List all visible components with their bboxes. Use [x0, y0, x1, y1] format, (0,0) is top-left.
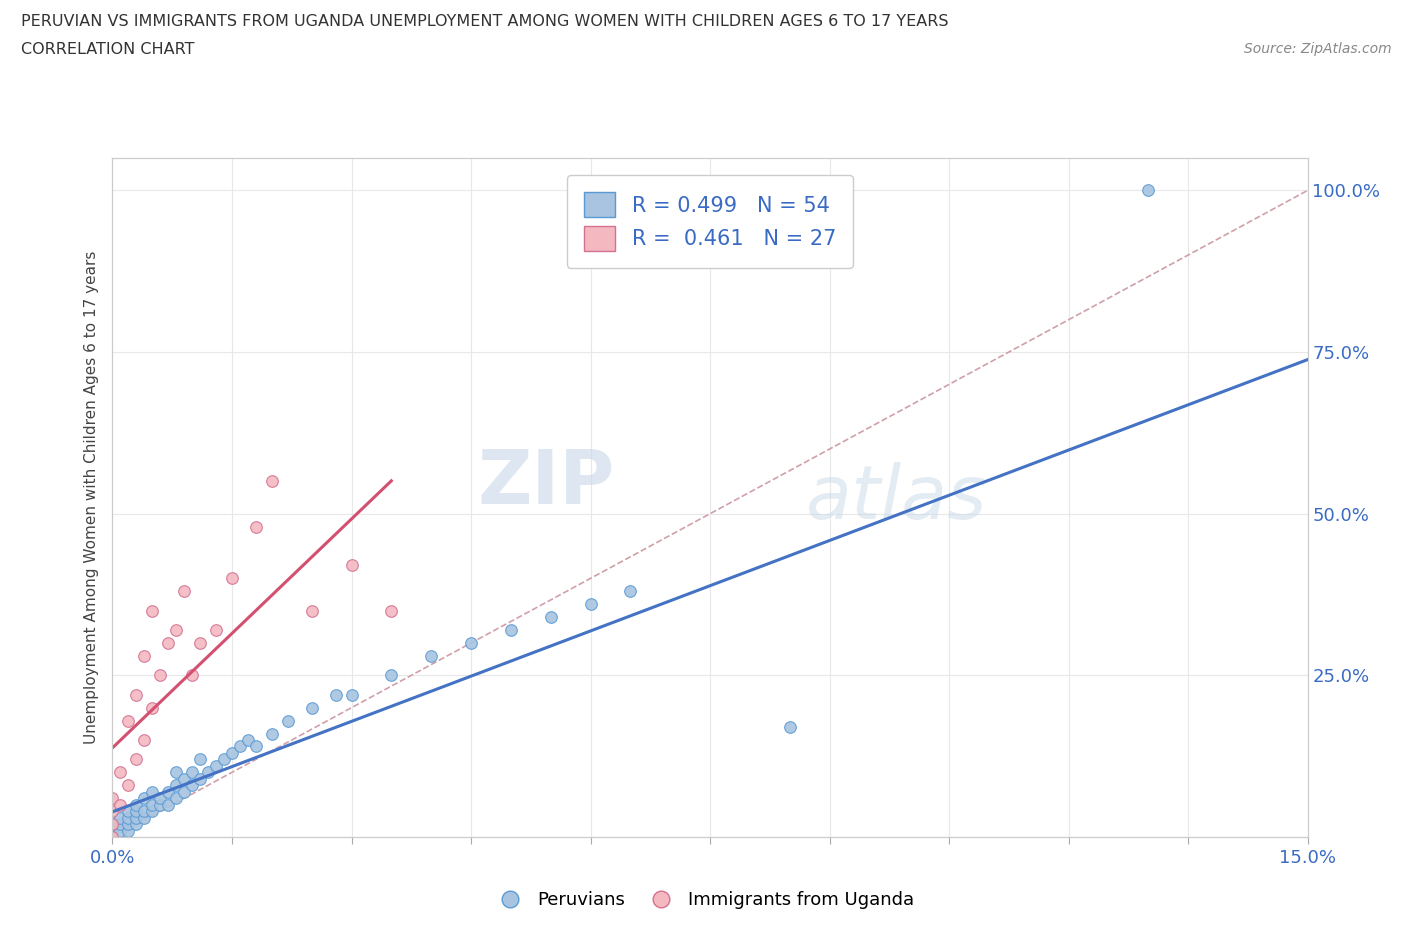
Point: [157, 784, 180, 799]
Point: [141, 700, 163, 715]
Point: [125, 810, 148, 825]
Point: [340, 558, 363, 573]
Point: [101, 823, 124, 838]
Point: [188, 635, 211, 650]
Point: [380, 604, 402, 618]
Point: [181, 764, 204, 779]
Point: [301, 604, 323, 618]
Point: [141, 604, 163, 618]
Point: [110, 764, 132, 779]
Point: [301, 700, 323, 715]
Point: [125, 687, 148, 702]
Point: [165, 764, 187, 779]
Point: [229, 739, 252, 754]
Point: [380, 668, 402, 683]
Point: [165, 623, 187, 638]
Point: [141, 784, 163, 799]
Point: [134, 804, 156, 818]
Point: [221, 571, 243, 586]
Point: [149, 668, 172, 683]
Point: [157, 635, 180, 650]
Point: [260, 726, 283, 741]
Point: [340, 687, 363, 702]
Point: [110, 823, 132, 838]
Point: [141, 797, 163, 812]
Text: CORRELATION CHART: CORRELATION CHART: [21, 42, 194, 57]
Point: [173, 584, 195, 599]
Point: [420, 648, 443, 663]
Point: [540, 610, 562, 625]
Point: [101, 830, 124, 844]
Point: [212, 752, 235, 767]
Point: [125, 804, 148, 818]
Point: [101, 790, 124, 805]
Point: [117, 804, 139, 818]
Point: [181, 777, 204, 792]
Point: [188, 752, 211, 767]
Text: PERUVIAN VS IMMIGRANTS FROM UGANDA UNEMPLOYMENT AMONG WOMEN WITH CHILDREN AGES 6: PERUVIAN VS IMMIGRANTS FROM UGANDA UNEMP…: [21, 14, 949, 29]
Point: [460, 635, 482, 650]
Point: [125, 752, 148, 767]
Point: [165, 777, 187, 792]
Point: [205, 759, 228, 774]
Point: [277, 713, 299, 728]
Point: [101, 804, 124, 818]
Point: [197, 764, 219, 779]
Point: [134, 733, 156, 748]
Point: [149, 790, 172, 805]
Point: [101, 830, 124, 844]
Point: [245, 739, 267, 754]
Point: [779, 720, 801, 735]
Point: [125, 817, 148, 831]
Point: [117, 823, 139, 838]
Point: [101, 817, 124, 831]
Point: [579, 597, 602, 612]
Point: [173, 784, 195, 799]
Point: [188, 771, 211, 786]
Text: ZIP: ZIP: [477, 447, 614, 521]
Point: [125, 797, 148, 812]
Point: [221, 746, 243, 761]
Point: [117, 713, 139, 728]
Point: [236, 733, 259, 748]
Point: [134, 648, 156, 663]
Legend: Peruvians, Immigrants from Uganda: Peruvians, Immigrants from Uganda: [485, 884, 921, 916]
Point: [110, 797, 132, 812]
Text: atlas: atlas: [806, 461, 987, 534]
Point: [260, 474, 283, 489]
Point: [141, 804, 163, 818]
Point: [499, 623, 522, 638]
Point: [117, 810, 139, 825]
Point: [110, 817, 132, 831]
Text: Source: ZipAtlas.com: Source: ZipAtlas.com: [1244, 42, 1392, 56]
Point: [110, 810, 132, 825]
Point: [181, 668, 204, 683]
Point: [619, 584, 641, 599]
Point: [165, 790, 187, 805]
Point: [134, 810, 156, 825]
Point: [205, 623, 228, 638]
Point: [117, 777, 139, 792]
Point: [325, 687, 347, 702]
Point: [1137, 183, 1160, 198]
Legend: R = 0.499   N = 54, R =  0.461   N = 27: R = 0.499 N = 54, R = 0.461 N = 27: [567, 176, 853, 268]
Point: [157, 797, 180, 812]
Point: [117, 817, 139, 831]
Point: [245, 519, 267, 534]
Point: [101, 817, 124, 831]
Y-axis label: Unemployment Among Women with Children Ages 6 to 17 years: Unemployment Among Women with Children A…: [84, 251, 100, 744]
Point: [134, 790, 156, 805]
Point: [173, 771, 195, 786]
Point: [149, 797, 172, 812]
